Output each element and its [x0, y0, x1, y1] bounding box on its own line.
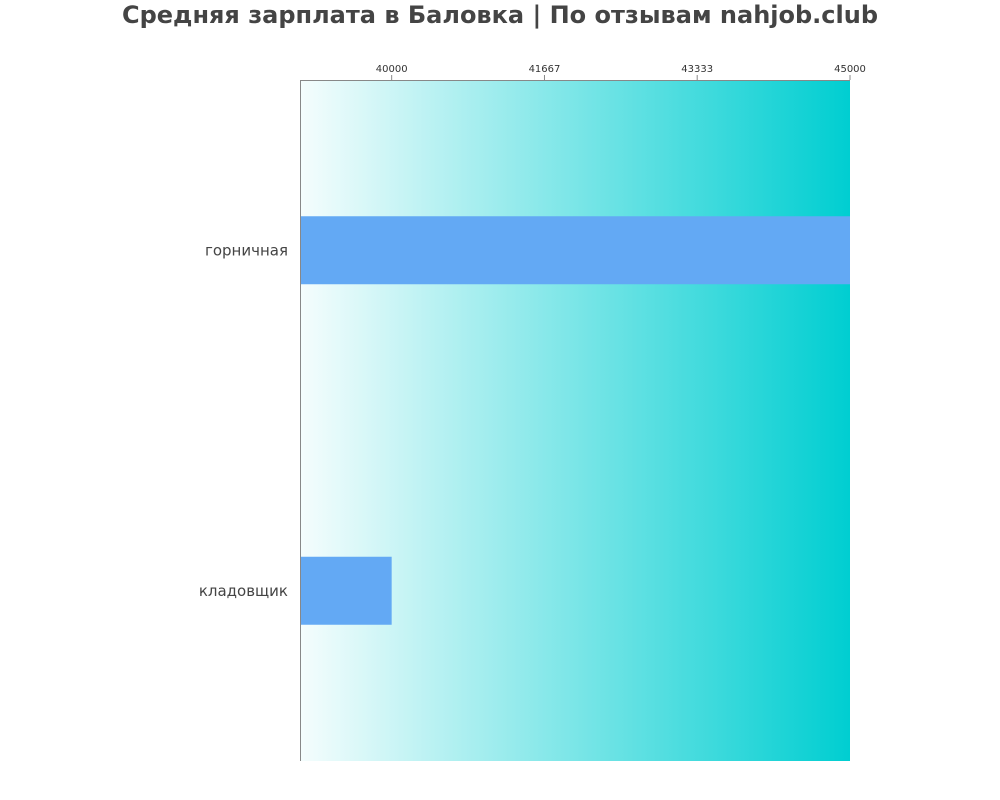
x-tick-label: 40000	[376, 64, 408, 75]
chart-title: Средняя зарплата в Баловка | По отзывам …	[121, 1, 879, 29]
bar-1	[300, 556, 392, 625]
category-label: кладовщик	[199, 582, 288, 600]
bar-0	[300, 216, 850, 285]
category-label: горничная	[205, 241, 288, 259]
x-tick-label: 45000	[834, 64, 866, 75]
x-tick-label: 41667	[529, 64, 561, 75]
x-tick-label: 43333	[681, 64, 713, 75]
plot-background	[300, 80, 850, 761]
